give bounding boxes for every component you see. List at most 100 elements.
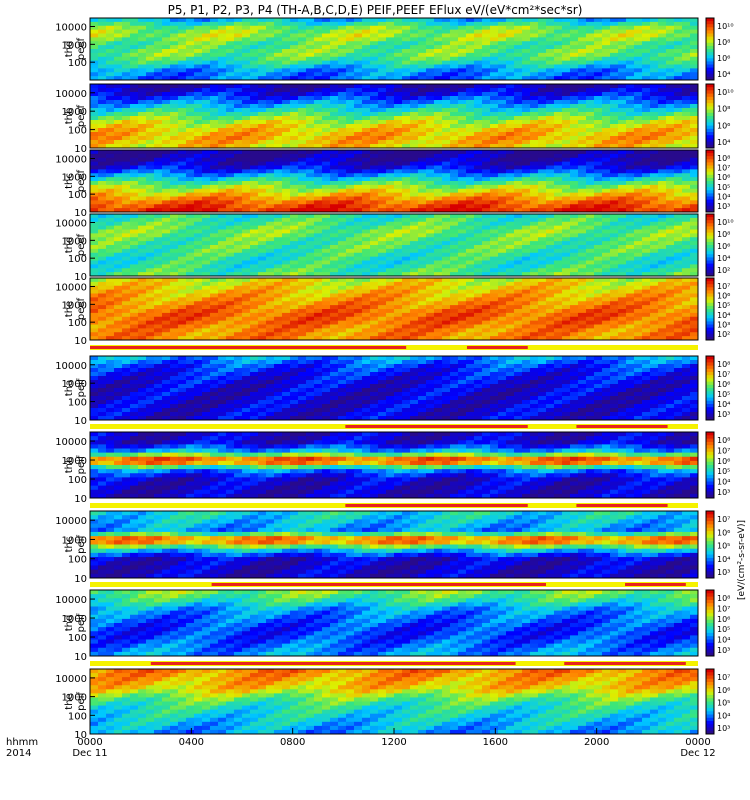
spectrogram-cell xyxy=(162,72,171,77)
spectrogram-cell xyxy=(546,237,555,242)
spectrogram-cell xyxy=(314,221,323,227)
spectrogram-cell xyxy=(490,88,499,93)
spectrogram-cell xyxy=(642,161,651,167)
spectrogram-cell xyxy=(194,237,203,242)
spectrogram-cell xyxy=(426,92,435,97)
spectrogram-cell xyxy=(546,188,555,194)
spectrogram-cell xyxy=(194,136,203,141)
spectrogram-cell xyxy=(522,92,531,97)
spectrogram-cell xyxy=(330,214,339,219)
spectrogram-cell xyxy=(506,252,515,258)
spectrogram-cell xyxy=(658,88,667,93)
spectrogram-cell xyxy=(506,45,515,50)
spectrogram-cell xyxy=(682,76,691,80)
spectrogram-cell xyxy=(410,33,419,38)
spectrogram-cell xyxy=(218,104,227,109)
spectrogram-cell xyxy=(258,196,267,201)
spectrogram-cell xyxy=(666,49,675,54)
spectrogram-cell xyxy=(682,41,691,46)
spectrogram-cell xyxy=(218,214,227,219)
spectrogram-cell xyxy=(226,112,235,117)
spectrogram-cell xyxy=(282,214,291,219)
spectrogram-cell xyxy=(658,49,667,54)
spectrogram-cell xyxy=(618,221,627,227)
spectrogram-cell xyxy=(618,76,627,80)
spectrogram-cell xyxy=(250,225,259,231)
spectrogram-cell xyxy=(130,214,139,219)
spectrogram-cell xyxy=(418,184,427,190)
spectrogram-cell xyxy=(378,184,387,190)
spectrogram-cell xyxy=(130,76,139,80)
spectrogram-cell xyxy=(290,233,299,238)
spectrogram-cell xyxy=(146,104,155,109)
spectrogram-cell xyxy=(450,124,459,129)
spectrogram-cell xyxy=(578,165,587,170)
spectrogram-cell xyxy=(314,45,323,50)
spectrogram-cell xyxy=(146,188,155,194)
spectrogram-cell xyxy=(554,188,563,194)
spectrogram-cell xyxy=(314,29,323,35)
spectrogram-cell xyxy=(186,260,195,265)
spectrogram-cell xyxy=(674,241,683,246)
spectrogram-cell xyxy=(562,45,571,50)
spectrogram-cell xyxy=(378,72,387,77)
spectrogram-cell xyxy=(434,96,443,101)
spectrogram-cell xyxy=(506,192,515,198)
spectrogram-cell xyxy=(210,33,219,38)
spectrogram-cell xyxy=(146,92,155,97)
spectrogram-cell xyxy=(186,41,195,46)
spectrogram-cell xyxy=(114,33,123,38)
spectrogram-cell xyxy=(194,116,203,121)
spectrogram-cell xyxy=(202,104,211,109)
spectrogram-cell xyxy=(658,165,667,170)
spectrogram-cell xyxy=(530,45,539,50)
spectrogram-cell xyxy=(442,165,451,170)
spectrogram-cell xyxy=(498,140,507,145)
spectrogram-cell xyxy=(650,108,659,113)
spectrogram-cell xyxy=(266,136,275,141)
spectrogram-cell xyxy=(114,25,123,31)
spectrogram-cell xyxy=(562,120,571,125)
spectrogram-cell xyxy=(114,37,123,42)
spectrogram-cell xyxy=(338,233,347,238)
spectrogram-cell xyxy=(234,161,243,167)
spectrogram-cell xyxy=(298,200,307,205)
spectrogram-cell xyxy=(378,120,387,125)
spectrogram-cell xyxy=(234,256,243,262)
spectrogram-cell xyxy=(306,241,315,246)
spectrogram-cell xyxy=(298,260,307,265)
spectrogram-cell xyxy=(482,260,491,265)
spectrogram-cell xyxy=(482,96,491,101)
spectrogram-cell xyxy=(666,153,675,159)
spectrogram-cell xyxy=(642,116,651,121)
spectrogram-cell xyxy=(178,41,187,46)
spectrogram-cell xyxy=(434,37,443,42)
spectrogram-cell xyxy=(306,112,315,117)
spectrogram-cell xyxy=(114,100,123,105)
spectrogram-cell xyxy=(666,252,675,258)
spectrogram-cell xyxy=(482,233,491,238)
spectrogram-cell xyxy=(474,229,483,234)
spectrogram-cell xyxy=(98,92,107,97)
spectrogram-cell xyxy=(354,104,363,109)
spectrogram-cell xyxy=(226,49,235,54)
spectrogram-cell xyxy=(122,45,131,50)
spectrogram-cell xyxy=(282,45,291,50)
spectrogram-cell xyxy=(466,150,475,155)
spectrogram-cell xyxy=(482,92,491,97)
spectrogram-cell xyxy=(522,108,531,113)
spectrogram-cell xyxy=(546,173,555,178)
spectrogram-cell xyxy=(170,173,179,178)
spectrogram-cell xyxy=(178,45,187,50)
spectrogram-cell xyxy=(618,84,627,89)
spectrogram-cell xyxy=(178,108,187,113)
spectrogram-cell xyxy=(90,116,99,121)
spectrogram-cell xyxy=(546,161,555,167)
spectrogram-cell xyxy=(466,21,475,27)
spectrogram-cell xyxy=(386,196,395,201)
spectrogram-cell xyxy=(378,150,387,155)
spectrogram-cell xyxy=(682,214,691,219)
spectrogram-cell xyxy=(370,153,379,159)
spectrogram-cell xyxy=(106,208,115,212)
spectrogram-cell xyxy=(154,41,163,46)
